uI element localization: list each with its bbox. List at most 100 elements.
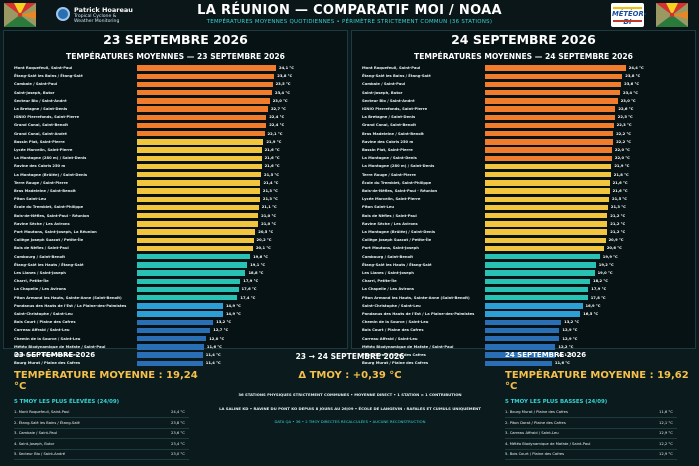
- temperature-bar: [485, 204, 608, 211]
- station-label: Piton Saint-Leu: [362, 205, 394, 210]
- temperature-bar: [137, 196, 260, 202]
- summary-day2: 24 SEPTEMBRE 2026 TEMPÉRATURE MOYENNE : …: [505, 351, 693, 466]
- bar-row: Bourg Murat / Plaine des Cafres 11,4 °C: [4, 359, 347, 367]
- station-label: Bassin Plat, Saint-Pierre: [14, 139, 65, 144]
- bar-value-label: 20,5 °C: [258, 230, 274, 234]
- bar-value-label: 11,4 °C: [205, 353, 221, 357]
- patrick-hoareau-logo: Patrick Hoareau Tropical Cyclone & Weathe…: [54, 4, 133, 26]
- chart-panel-day1: 23 SEPTEMBRE 2026 TEMPÉRATURES MOYENNES …: [3, 30, 348, 366]
- temperature-bar: [485, 294, 588, 301]
- bar-value-label: 20,2 °C: [256, 238, 272, 243]
- bar-value-label: 21,8 °C: [613, 172, 629, 177]
- station-label: Collège Joseph Suacot / Petite-Île: [14, 238, 84, 243]
- bar-row: Piton Saint-Leu 21,3 °C: [4, 195, 347, 203]
- bar-row: La Montagne (Brûlée) / Saint-Denis 21,5 °…: [4, 171, 347, 179]
- bar-row: Bassin Plat, Saint-Pierre 21,9 °C: [4, 138, 347, 146]
- header: Patrick Hoareau Tropical Cyclone & Weathe…: [0, 0, 699, 30]
- temperature-bar: [485, 352, 555, 358]
- station-label: Étang-Salé les Bains / Étang-Salé: [14, 74, 83, 79]
- bar-value-label: 21,6 °C: [264, 156, 280, 161]
- ranking-station: 5. Bois Court / Plaine des Cafres: [505, 452, 565, 457]
- ranking-station: 3. Carreau Affraid / Saint-Leu: [505, 431, 559, 436]
- station-label: La Montagne / Saint-Denis: [362, 156, 417, 161]
- bar-value-label: 12,9 °C: [562, 336, 578, 341]
- station-label: Secteur Bio / Saint-André: [362, 98, 415, 103]
- ranking-value: 23,0 °C: [171, 452, 185, 457]
- station-label: Terre Rouge / Saint-Pierre: [14, 180, 68, 185]
- meteor-di-logo: MÉTÉOR-DI: [611, 3, 647, 27]
- station-label: Étang-Salé les Hauts / Étang-Salé: [14, 262, 84, 267]
- temperature-bar: [485, 344, 556, 350]
- bar-value-label: 23,0 °C: [272, 98, 288, 103]
- bar-row: Cambaie / Saint-Paul 23,5 °C: [4, 80, 347, 88]
- station-label: Port Moutons, Saint-Joseph: [362, 246, 419, 251]
- bar-value-label: 21,6 °C: [264, 164, 280, 169]
- bar-value-label: 21,0 °C: [261, 213, 277, 218]
- bar-row: Bois-de-Nèfles, Saint-Paul - Réunion 21,6…: [352, 187, 695, 195]
- station-label: Piton Saint-Leu: [14, 197, 46, 202]
- bar-row: Bassin Plat, Saint-Pierre 22,0 °C: [352, 146, 695, 154]
- temperature-bar: [137, 98, 270, 104]
- temperature-bar: [485, 81, 622, 88]
- temperature-bar: [137, 344, 204, 350]
- temperature-bar: [137, 253, 251, 260]
- temperature-bar: [137, 188, 260, 194]
- temperature-bar: [485, 106, 616, 112]
- station-label: Cambourg / Saint-Benoît: [362, 254, 414, 259]
- bar-row: Lycée Marcelin, Saint-Pierre 21,6 °C: [4, 146, 347, 154]
- temperature-bar: [485, 327, 560, 334]
- bar-value-label: 21,2 °C: [610, 213, 626, 218]
- station-label: Grand Canal, Saint-Benoît: [362, 123, 416, 128]
- bar-row: Lycée Marcelin, Saint-Pierre 21,5 °C: [352, 195, 695, 203]
- station-label: École du Tremblet, Saint-Philippe: [14, 205, 84, 210]
- station-label: Grand Canal, Saint-André: [14, 131, 67, 136]
- temperature-bar: [137, 311, 223, 317]
- temperature-bar: [137, 352, 203, 358]
- bar-value-label: 13,2 °C: [216, 320, 232, 325]
- station-label: Mont Roquefeuil, Saint-Paul: [362, 66, 421, 70]
- temperature-bar: [137, 130, 265, 137]
- bar-row: La Bretagne / Saint-Denis 22,5 °C: [352, 113, 695, 121]
- bar-row: Port Moutons, Saint-Joseph 20,6 °C: [352, 244, 695, 252]
- bar-value-label: 20,6 °C: [606, 246, 622, 251]
- ranking-item: 2. Étang-Salé les Bains / Étang-Salé 23,8…: [14, 419, 209, 430]
- bar-row: École du Tremblet, Saint-Philippe 21,1 °C: [4, 203, 347, 211]
- station-label: Chemin de la Source / Saint-Leu: [14, 336, 81, 341]
- ranking-divider: [14, 438, 189, 440]
- bar-value-label: 11,4 °C: [205, 361, 221, 366]
- temperature-bar: [137, 106, 268, 112]
- ranking-item: 3. Cambaie / Saint-Paul 23,6 °C: [14, 429, 209, 440]
- bar-row: Cambourg / Saint-Benoît 19,9 °C: [352, 253, 695, 261]
- bar-row: Météo Biodynamique de Mafate / Saint-Pau…: [352, 343, 695, 351]
- bar-value-label: 23,4 °C: [275, 90, 290, 95]
- station-label: Piton Armand les Hauts, Sainte-Anne (Sai…: [14, 295, 122, 300]
- station-label: Carreau Affraid / Saint-Leu: [362, 336, 418, 341]
- station-label: Ravine Sèche / Les Avirons: [14, 221, 70, 226]
- bar-value-label: 17,6 °C: [241, 287, 257, 292]
- temperature-bar: [137, 65, 277, 71]
- bar-value-label: 23,0 °C: [620, 98, 636, 103]
- bar-row: Étang-Salé les Hauts / Étang-Salé 19,2 °C: [352, 261, 695, 269]
- temperature-bar: [485, 360, 552, 366]
- bar-value-label: 22,1 °C: [267, 131, 283, 136]
- temperature-bar: [485, 335, 560, 342]
- bar-row: Piton Armand les Hauts, Sainte-Anne (Sai…: [352, 294, 695, 302]
- bar-value-label: 24,4 °C: [628, 66, 644, 70]
- chart-panel-day2: 24 SEPTEMBRE 2026 TEMPÉRATURES MOYENNES …: [351, 30, 696, 366]
- ranking-station: 1. Mont Roquefeuil, Saint-Paul: [14, 410, 70, 414]
- station-label: IGNIO Pierrefonds, Saint-Pierre: [362, 107, 428, 111]
- ranking-divider: [505, 417, 677, 418]
- bar-row: La Montagne (280 m) / Saint-Denis 21,9 °C: [352, 162, 695, 170]
- temperature-bar: [485, 147, 612, 153]
- bar-row: Bois de Nèfles / Saint-Paul 21,2 °C: [352, 212, 695, 220]
- bar-row: Les Lianes / Saint-Joseph 19,0 °C: [352, 269, 695, 277]
- station-label: Pandanus des Hauts de l'Est / La Plaine-…: [14, 303, 127, 308]
- temperature-bar: [137, 270, 246, 276]
- bar-row: Pandanus des Hauts de l'Est / La Plaine-…: [4, 302, 347, 310]
- bar-value-label: 22,4 °C: [269, 115, 285, 120]
- cyclone-icon: [56, 7, 70, 21]
- logo-line2: Tropical Cyclone &: [74, 14, 117, 19]
- temperature-bar: [485, 245, 604, 252]
- panel-date: 24 SEPTEMBRE 2026: [451, 32, 596, 47]
- temperature-bar: [137, 245, 253, 252]
